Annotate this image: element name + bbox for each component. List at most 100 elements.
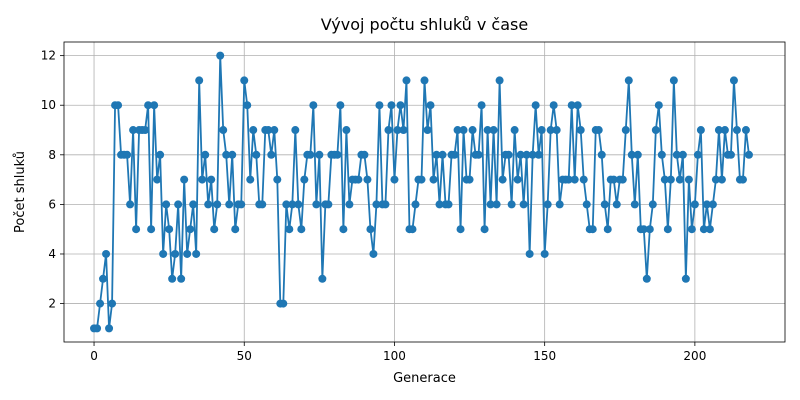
data-point <box>465 175 474 184</box>
data-point <box>684 175 693 184</box>
data-point <box>564 175 573 184</box>
data-point <box>165 225 174 234</box>
data-point <box>633 150 642 159</box>
data-point <box>618 175 627 184</box>
data-point <box>183 249 192 258</box>
x-tick-label: 100 <box>383 349 406 363</box>
data-point <box>435 200 444 209</box>
data-point <box>528 150 537 159</box>
data-point <box>543 200 552 209</box>
data-point <box>366 225 375 234</box>
data-point <box>693 150 702 159</box>
data-point <box>744 150 753 159</box>
x-tick-label: 0 <box>90 349 98 363</box>
series-line <box>94 55 750 330</box>
data-point <box>714 126 723 135</box>
data-point <box>417 175 426 184</box>
data-point <box>690 200 699 209</box>
data-point <box>432 150 441 159</box>
data-point <box>225 200 234 209</box>
data-point <box>648 200 657 209</box>
data-point <box>675 175 684 184</box>
data-point <box>420 76 429 85</box>
data-point <box>696 126 705 135</box>
data-point <box>270 126 279 135</box>
data-point <box>672 150 681 159</box>
data-point <box>639 225 648 234</box>
data-point <box>555 200 564 209</box>
data-points <box>90 51 753 333</box>
data-point <box>654 101 663 110</box>
data-point <box>717 175 726 184</box>
data-point <box>456 225 465 234</box>
data-point <box>159 249 168 258</box>
data-point <box>492 200 501 209</box>
data-point <box>711 175 720 184</box>
data-point <box>96 299 105 308</box>
data-point <box>552 126 561 135</box>
x-tick-label: 150 <box>533 349 556 363</box>
data-point <box>402 76 411 85</box>
data-point <box>678 150 687 159</box>
data-point <box>660 175 669 184</box>
data-point <box>450 150 459 159</box>
data-point <box>627 150 636 159</box>
data-point <box>141 126 150 135</box>
data-point <box>132 225 141 234</box>
data-point <box>534 150 543 159</box>
data-point <box>612 200 621 209</box>
data-point <box>609 175 618 184</box>
data-point <box>537 126 546 135</box>
data-point <box>342 126 351 135</box>
data-point <box>483 126 492 135</box>
data-point <box>429 175 438 184</box>
data-point <box>411 200 420 209</box>
data-point <box>474 150 483 159</box>
data-point <box>477 101 486 110</box>
data-point <box>729 76 738 85</box>
data-point <box>666 175 675 184</box>
data-point <box>498 175 507 184</box>
y-tick-label: 6 <box>48 197 56 211</box>
data-point <box>600 200 609 209</box>
data-point <box>645 225 654 234</box>
data-point <box>282 200 291 209</box>
data-point <box>267 150 276 159</box>
data-point <box>252 150 261 159</box>
data-point <box>147 225 156 234</box>
data-point <box>573 101 582 110</box>
data-point <box>309 101 318 110</box>
data-point <box>210 225 219 234</box>
data-point <box>207 175 216 184</box>
data-point <box>372 200 381 209</box>
data-point <box>513 175 522 184</box>
data-point <box>387 101 396 110</box>
data-point <box>189 200 198 209</box>
data-point <box>705 225 714 234</box>
data-point <box>702 200 711 209</box>
data-point <box>240 76 249 85</box>
data-point <box>369 249 378 258</box>
data-point <box>126 200 135 209</box>
data-point <box>312 200 321 209</box>
data-point <box>396 101 405 110</box>
data-point <box>630 200 639 209</box>
data-point <box>285 225 294 234</box>
data-point <box>699 225 708 234</box>
data-point <box>324 200 333 209</box>
data-point <box>195 76 204 85</box>
data-point <box>354 175 363 184</box>
data-point <box>363 175 372 184</box>
data-point <box>288 200 297 209</box>
data-point <box>423 126 432 135</box>
data-point <box>300 175 309 184</box>
data-point <box>603 225 612 234</box>
data-point <box>294 200 303 209</box>
data-point <box>93 324 102 333</box>
y-tick-label: 4 <box>48 247 56 261</box>
data-point <box>522 150 531 159</box>
data-point <box>213 200 222 209</box>
data-point <box>621 126 630 135</box>
data-point <box>99 274 108 283</box>
